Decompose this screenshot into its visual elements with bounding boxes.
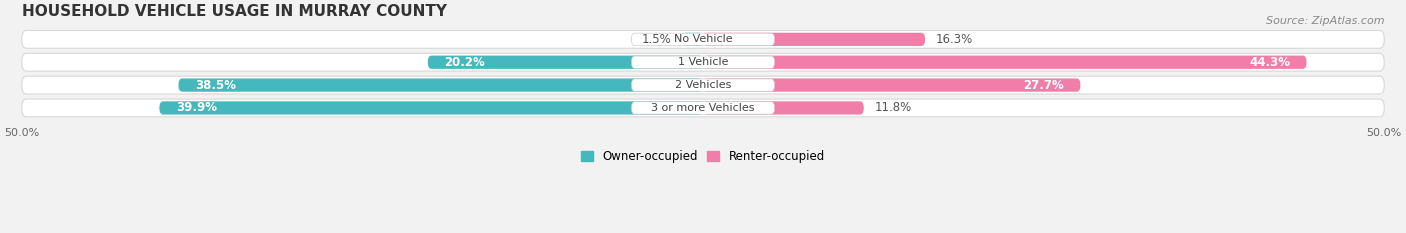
Text: 16.3%: 16.3% [936,33,973,46]
Text: 1 Vehicle: 1 Vehicle [678,57,728,67]
Text: No Vehicle: No Vehicle [673,34,733,44]
Text: 3 or more Vehicles: 3 or more Vehicles [651,103,755,113]
FancyBboxPatch shape [21,31,1385,48]
FancyBboxPatch shape [631,56,775,69]
FancyBboxPatch shape [179,79,703,92]
Text: Source: ZipAtlas.com: Source: ZipAtlas.com [1267,16,1385,26]
FancyBboxPatch shape [703,56,1306,69]
FancyBboxPatch shape [703,33,925,46]
FancyBboxPatch shape [703,79,1080,92]
FancyBboxPatch shape [703,101,863,115]
Legend: Owner-occupied, Renter-occupied: Owner-occupied, Renter-occupied [576,146,830,168]
Text: 27.7%: 27.7% [1024,79,1064,92]
Text: 44.3%: 44.3% [1249,56,1291,69]
Text: 1.5%: 1.5% [643,33,672,46]
FancyBboxPatch shape [21,76,1385,94]
FancyBboxPatch shape [631,102,775,114]
FancyBboxPatch shape [631,79,775,91]
FancyBboxPatch shape [21,99,1385,117]
FancyBboxPatch shape [631,33,775,45]
Text: 20.2%: 20.2% [444,56,485,69]
Text: 2 Vehicles: 2 Vehicles [675,80,731,90]
Text: 39.9%: 39.9% [176,101,217,114]
FancyBboxPatch shape [427,56,703,69]
FancyBboxPatch shape [21,53,1385,71]
FancyBboxPatch shape [682,33,703,46]
FancyBboxPatch shape [159,101,703,115]
Text: HOUSEHOLD VEHICLE USAGE IN MURRAY COUNTY: HOUSEHOLD VEHICLE USAGE IN MURRAY COUNTY [21,4,447,19]
Text: 38.5%: 38.5% [195,79,236,92]
Text: 11.8%: 11.8% [875,101,912,114]
